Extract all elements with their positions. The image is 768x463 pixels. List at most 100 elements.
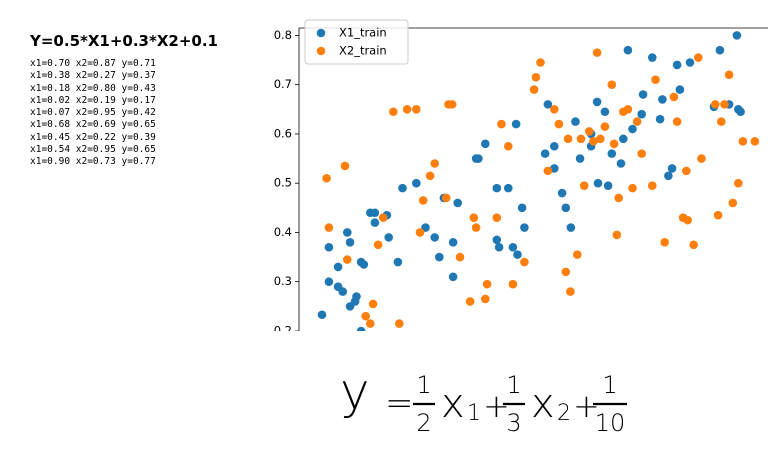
legend-label: X2_train [339,44,387,58]
handwritten-numerator: 1 [602,371,617,399]
point [384,233,394,242]
point [324,277,334,287]
point [584,127,594,136]
point [324,223,334,232]
sample-row: x1=0.90 x2=0.73 y=0.77 [30,156,156,168]
sample-row: x1=0.54 x2=0.95 y=0.65 [30,144,156,156]
legend-marker [316,28,326,38]
point [370,208,380,218]
point [675,85,685,94]
sample-row: x1=0.38 x2=0.27 y=0.37 [30,70,156,82]
point [520,257,529,267]
point [566,287,575,296]
point [609,139,619,149]
point [715,45,725,55]
point [447,100,457,109]
y-tick-label: 0.6 [274,126,292,140]
point [667,164,677,173]
point [430,159,440,168]
point [471,223,481,232]
sample-row: x1=0.18 x2=0.80 y=0.43 [30,82,156,94]
point [672,60,682,70]
point [603,181,613,190]
point [651,75,660,85]
point [543,100,553,109]
point [482,279,492,289]
point [683,215,692,225]
point [612,230,622,240]
point [571,117,580,126]
axes: 0.2 0.3 0.4 0.5 0.6 0.7 0.8 X1_train X2_train [274,19,768,338]
point [672,117,682,126]
point [628,183,637,193]
point [394,319,404,328]
point [448,238,458,247]
point [750,137,760,146]
point [607,80,617,89]
point [600,122,610,131]
point [340,161,350,171]
point [359,260,369,269]
point [508,279,518,289]
point [566,223,576,232]
point [550,164,559,173]
y-tick-label: 0.3 [274,274,292,288]
point [623,104,633,114]
point [637,109,646,119]
handwritten-plus: + [483,387,510,425]
y-tick-label: 0.5 [274,176,292,190]
point [333,262,343,272]
point [540,149,550,158]
point [536,58,545,67]
point [716,117,726,126]
handwritten-lhs: y [340,363,370,421]
point [356,326,366,331]
point [378,213,388,222]
point [711,100,720,109]
point [492,183,502,193]
formula-title: Y=0.5*X1+0.3*X2+0.1 [30,32,218,50]
sample-row: x1=0.70 x2=0.87 y=0.71 [30,58,156,69]
point [441,193,451,203]
handwritten-numerator: 1 [416,371,431,399]
point [412,178,421,188]
point [628,124,637,134]
point [543,166,553,176]
handwritten-denominator: 2 [416,409,431,437]
point [655,114,665,124]
handwritten-denominator: 3 [506,409,521,437]
legend-box [304,19,409,65]
point [389,107,398,117]
point [448,272,458,282]
point [579,181,589,190]
point [345,238,355,247]
point [720,100,729,109]
handwritten-equals: = [385,384,414,424]
point [596,134,605,144]
point [576,134,586,144]
point [557,188,567,198]
point [669,92,679,102]
point [393,257,403,267]
handwritten-numerator: 1 [506,371,521,399]
point [504,141,513,151]
y-tick-label: 0.2 [274,324,292,338]
point [632,117,642,126]
point [697,154,706,163]
legend-label: X1_train [339,26,387,40]
point [573,250,582,259]
point [724,70,734,80]
point [455,252,465,262]
point [660,238,669,247]
point [728,198,738,208]
point [494,242,504,252]
point [322,173,331,183]
handwritten-var: x [441,381,465,427]
point [481,139,490,149]
point [513,250,522,259]
point [492,213,502,222]
point [504,183,513,193]
point [343,255,352,264]
point [623,45,633,55]
